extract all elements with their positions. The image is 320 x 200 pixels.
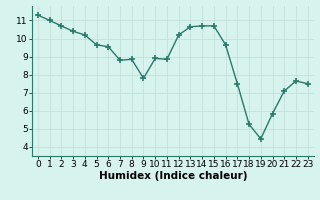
X-axis label: Humidex (Indice chaleur): Humidex (Indice chaleur) (99, 171, 247, 181)
